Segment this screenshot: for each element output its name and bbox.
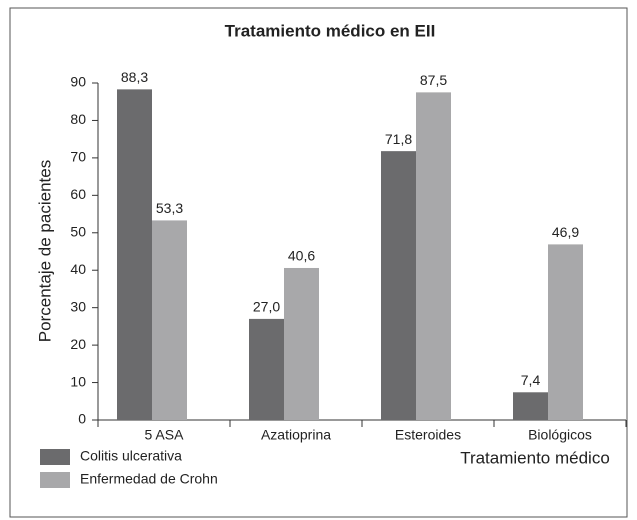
y-tick-label: 90 [70, 74, 86, 90]
x-tick-label: Esteroides [395, 427, 461, 443]
y-tick-label: 70 [70, 149, 86, 165]
x-tick-label: Biológicos [528, 427, 592, 443]
value-label: 40,6 [288, 248, 315, 264]
chart-border [9, 7, 628, 518]
value-label: 88,3 [121, 69, 148, 85]
bar [152, 220, 187, 420]
bar [513, 392, 548, 420]
value-label: 27,0 [253, 299, 280, 315]
bar [284, 267, 319, 420]
legend-swatch [40, 472, 70, 488]
y-tick-label: 0 [78, 411, 86, 427]
bar [249, 318, 284, 420]
y-tick-label: 50 [70, 223, 86, 239]
bar [117, 89, 152, 421]
legend-label: Enfermedad de Crohn [80, 471, 218, 487]
value-label: 71,8 [385, 131, 412, 147]
bar [416, 92, 451, 420]
y-tick-label: 10 [70, 373, 86, 389]
value-label: 7,4 [521, 372, 541, 388]
chart-title: Tratamiento médico en EII [225, 21, 436, 40]
bar [548, 244, 583, 420]
y-axis-label: Porcentaje de pacientes [35, 160, 54, 342]
y-tick-label: 30 [70, 298, 86, 314]
value-label: 53,3 [156, 200, 183, 216]
x-axis-label: Tratamiento médico [460, 448, 610, 467]
x-tick-label: Azatioprina [261, 427, 331, 443]
y-tick-label: 20 [70, 336, 86, 352]
value-label: 87,5 [420, 72, 447, 88]
bar [381, 151, 416, 420]
value-label: 46,9 [552, 224, 579, 240]
y-tick-label: 60 [70, 186, 86, 202]
legend-swatch [40, 449, 70, 465]
y-tick-label: 40 [70, 261, 86, 277]
legend-label: Colitis ulcerativa [80, 448, 182, 464]
y-tick-label: 80 [70, 111, 86, 127]
x-tick-label: 5 ASA [145, 427, 185, 443]
